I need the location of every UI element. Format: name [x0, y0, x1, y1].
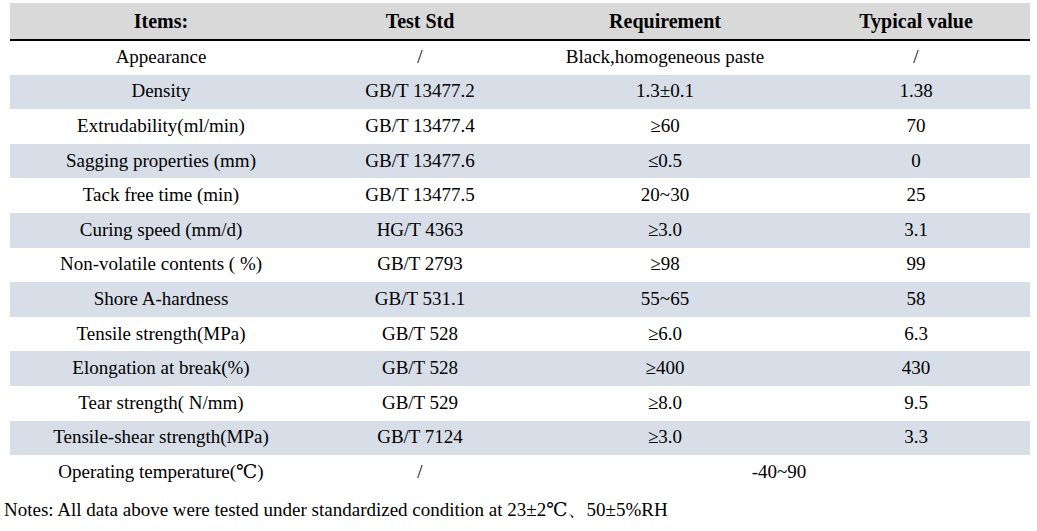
- table-row-elongation-at-break: Elongation at break(%) GB/T 528 ≥400 430: [10, 351, 1030, 386]
- req-cell: ≥400: [528, 351, 802, 386]
- std-cell: GB/T 528: [312, 317, 528, 352]
- product-spec-sheet: Items: Test Std Requirement Typical valu…: [0, 3, 1037, 531]
- table-row-tensile-shear-strength: Tensile-shear strength(MPa) GB/T 7124 ≥3…: [10, 421, 1030, 456]
- table-row-non-volatile-contents: Non-volatile contents ( %) GB/T 2793 ≥98…: [10, 248, 1030, 283]
- req-cell: 1.3±0.1: [528, 75, 802, 110]
- std-cell: /: [312, 455, 528, 490]
- req-typ-merged-cell: -40~90: [528, 455, 1030, 490]
- spec-table: Items: Test Std Requirement Typical valu…: [10, 3, 1030, 490]
- table-row-curing-speed: Curing speed (mm/d) HG/T 4363 ≥3.0 3.1: [10, 213, 1030, 248]
- item-cell: Appearance: [10, 40, 312, 75]
- item-cell: Tensile-shear strength(MPa): [10, 421, 312, 456]
- typ-cell: 25: [802, 178, 1030, 213]
- table-row-tear-strength: Tear strength( N/mm) GB/T 529 ≥8.0 9.5: [10, 386, 1030, 421]
- item-cell: Non-volatile contents ( %): [10, 248, 312, 283]
- req-cell: ≥6.0: [528, 317, 802, 352]
- table-row-appearance: Appearance / Black,homogeneous paste /: [10, 40, 1030, 75]
- std-cell: GB/T 2793: [312, 248, 528, 283]
- typ-cell: 3.3: [802, 421, 1030, 456]
- typ-cell: 99: [802, 248, 1030, 283]
- std-cell: /: [312, 40, 528, 75]
- typ-cell: /: [802, 40, 1030, 75]
- table-row-sagging-properties: Sagging properties (mm) GB/T 13477.6 ≤0.…: [10, 144, 1030, 179]
- table-row-density: Density GB/T 13477.2 1.3±0.1 1.38: [10, 75, 1030, 110]
- req-cell: ≤0.5: [528, 144, 802, 179]
- item-cell: Operating temperature(℃): [10, 455, 312, 490]
- std-cell: GB/T 13477.2: [312, 75, 528, 110]
- std-cell: GB/T 13477.6: [312, 144, 528, 179]
- req-cell: ≥3.0: [528, 421, 802, 456]
- table-row-tack-free-time: Tack free time (min) GB/T 13477.5 20~30 …: [10, 178, 1030, 213]
- item-cell: Density: [10, 75, 312, 110]
- notes-text: Notes: All data above were tested under …: [4, 497, 1037, 523]
- typ-cell: 58: [802, 282, 1030, 317]
- table-row-extrudability: Extrudability(ml/min) GB/T 13477.4 ≥60 7…: [10, 109, 1030, 144]
- typ-cell: 430: [802, 351, 1030, 386]
- item-cell: Shore A-hardness: [10, 282, 312, 317]
- column-header-requirement: Requirement: [528, 3, 802, 40]
- table-row-shore-a-hardness: Shore A-hardness GB/T 531.1 55~65 58: [10, 282, 1030, 317]
- typ-cell: 9.5: [802, 386, 1030, 421]
- req-cell: 20~30: [528, 178, 802, 213]
- std-cell: HG/T 4363: [312, 213, 528, 248]
- std-cell: GB/T 13477.5: [312, 178, 528, 213]
- table-header-row: Items: Test Std Requirement Typical valu…: [10, 3, 1030, 40]
- std-cell: GB/T 531.1: [312, 282, 528, 317]
- item-cell: Tack free time (min): [10, 178, 312, 213]
- req-cell: ≥8.0: [528, 386, 802, 421]
- item-cell: Curing speed (mm/d): [10, 213, 312, 248]
- typ-cell: 3.1: [802, 213, 1030, 248]
- req-cell: ≥3.0: [528, 213, 802, 248]
- typ-cell: 6.3: [802, 317, 1030, 352]
- req-cell: Black,homogeneous paste: [528, 40, 802, 75]
- column-header-items: Items:: [10, 3, 312, 40]
- typ-cell: 1.38: [802, 75, 1030, 110]
- typ-cell: 70: [802, 109, 1030, 144]
- std-cell: GB/T 13477.4: [312, 109, 528, 144]
- item-cell: Tensile strength(MPa): [10, 317, 312, 352]
- req-cell: ≥60: [528, 109, 802, 144]
- item-cell: Extrudability(ml/min): [10, 109, 312, 144]
- req-cell: 55~65: [528, 282, 802, 317]
- std-cell: GB/T 7124: [312, 421, 528, 456]
- column-header-typical-value: Typical value: [802, 3, 1030, 40]
- table-row-operating-temperature: Operating temperature(℃) / -40~90: [10, 455, 1030, 490]
- table-row-tensile-strength: Tensile strength(MPa) GB/T 528 ≥6.0 6.3: [10, 317, 1030, 352]
- item-cell: Elongation at break(%): [10, 351, 312, 386]
- item-cell: Sagging properties (mm): [10, 144, 312, 179]
- req-cell: ≥98: [528, 248, 802, 283]
- item-cell: Tear strength( N/mm): [10, 386, 312, 421]
- std-cell: GB/T 528: [312, 351, 528, 386]
- typ-cell: 0: [802, 144, 1030, 179]
- column-header-test-std: Test Std: [312, 3, 528, 40]
- std-cell: GB/T 529: [312, 386, 528, 421]
